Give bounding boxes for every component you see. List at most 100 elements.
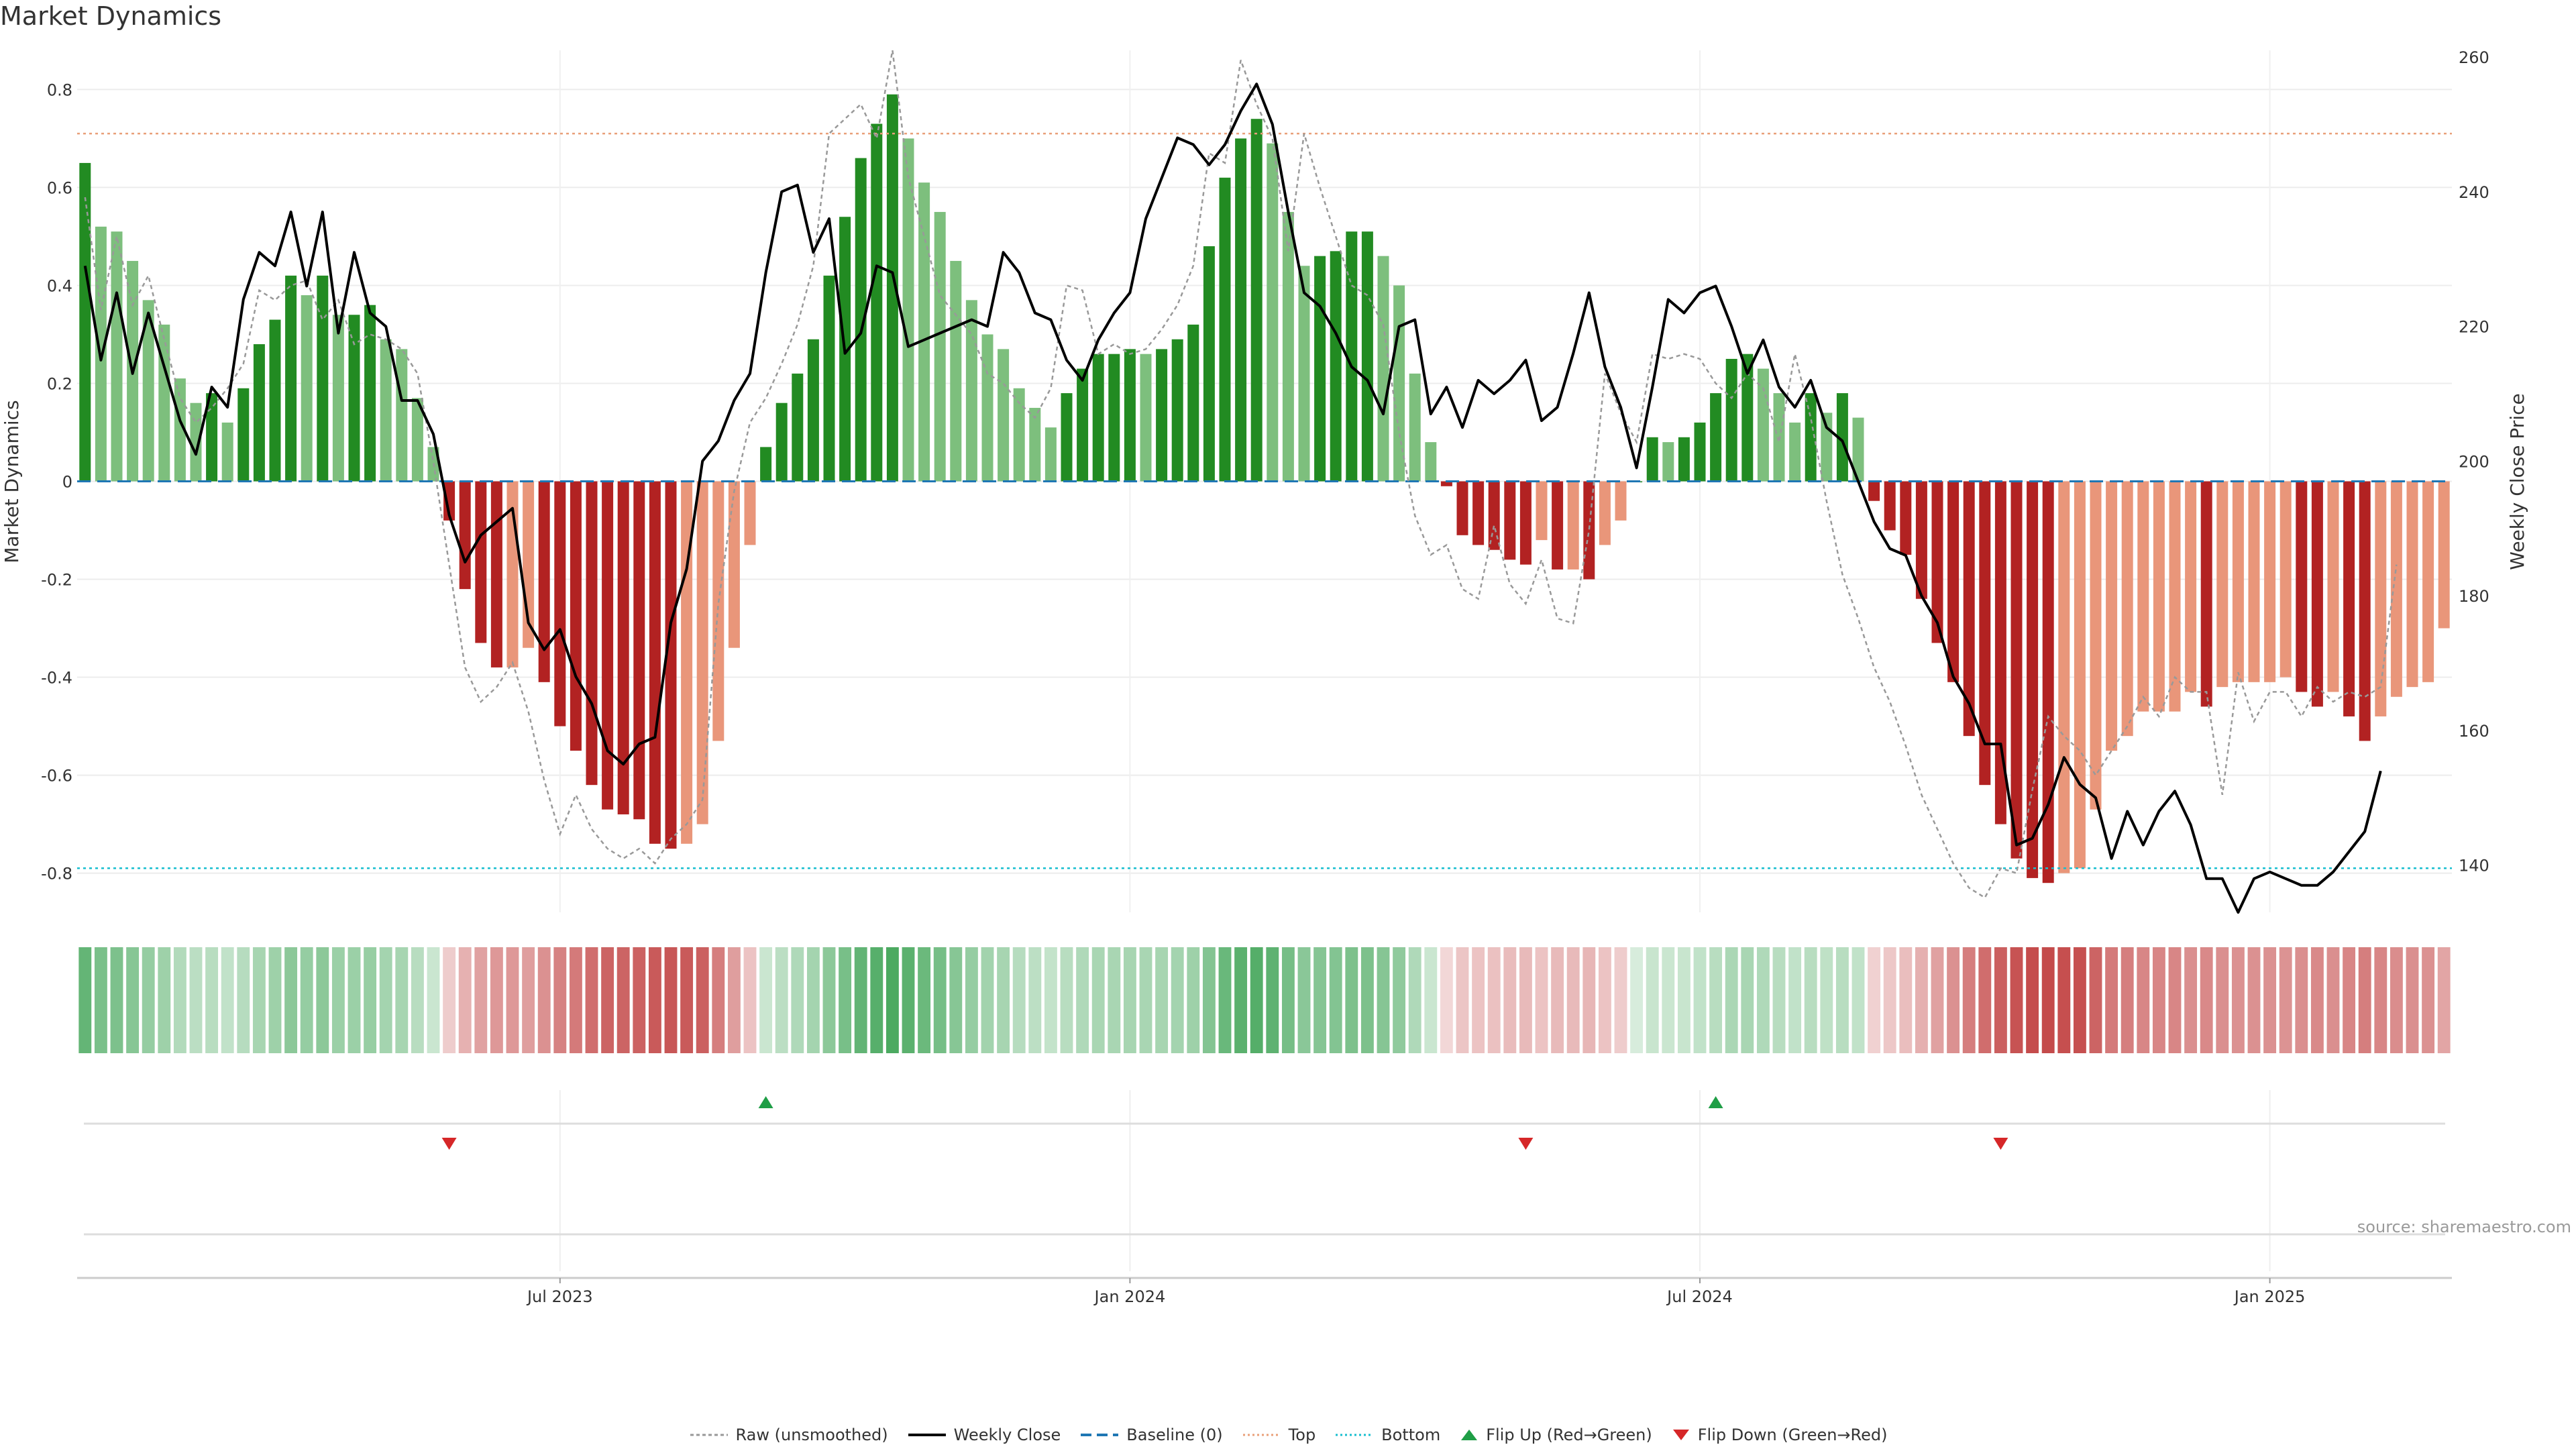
- market-dynamics-bar: [2438, 481, 2450, 629]
- strength-cell: [1614, 947, 1627, 1053]
- strength-cell: [1297, 947, 1311, 1053]
- market-dynamics-bar: [807, 339, 819, 482]
- strength-cell: [997, 947, 1010, 1053]
- flip-down-marker: [441, 1138, 457, 1150]
- market-dynamics-bar: [602, 481, 614, 810]
- market-dynamics-bar: [1013, 388, 1025, 482]
- axes-layer: -0.8 -0.6 -0.4 -0.2 0 0.2 0.4 0.6 0.8 140 160 180 20…: [1, 48, 2528, 883]
- strength-cell: [680, 947, 694, 1053]
- y-tick-label: 0: [62, 473, 72, 492]
- chart-title: Market Dynamics: [0, 1, 222, 31]
- market-dynamics-bar: [2027, 481, 2039, 878]
- market-dynamics-bar: [2296, 481, 2308, 692]
- market-dynamics-bar: [1725, 358, 1737, 482]
- strength-cell: [1646, 947, 1659, 1053]
- market-dynamics-bar: [1646, 437, 1658, 482]
- market-dynamics-bar: [1519, 481, 1532, 565]
- strength-cell: [1091, 947, 1105, 1053]
- market-dynamics-bar: [665, 481, 677, 849]
- market-dynamics-bar: [728, 481, 740, 648]
- market-dynamics-bar: [681, 481, 693, 844]
- market-dynamics-bar: [1741, 354, 1754, 482]
- market-dynamics-bar: [2422, 481, 2434, 682]
- strength-cell: [2295, 947, 2308, 1053]
- y-tick-label: 0.8: [47, 80, 72, 99]
- market-dynamics-bar: [760, 447, 772, 482]
- y-tick-label: 0.6: [47, 178, 72, 197]
- market-dynamics-bar: [554, 481, 566, 727]
- market-dynamics-bar: [396, 349, 408, 482]
- strength-cell: [2105, 947, 2118, 1053]
- lines-layer: [77, 50, 2452, 914]
- strength-cell: [1139, 947, 1152, 1053]
- strength-cell: [2343, 947, 2356, 1053]
- market-dynamics-bar: [1140, 354, 1152, 482]
- market-dynamics-bar: [1044, 427, 1057, 482]
- strength-cell: [2184, 947, 2198, 1053]
- strength-cell: [1076, 947, 1089, 1053]
- strength-cell: [78, 947, 92, 1053]
- market-dynamics-bar: [2359, 481, 2371, 741]
- strength-cell: [1408, 947, 1421, 1053]
- market-dynamics-bar: [886, 94, 898, 482]
- flip-down-marker: [1518, 1138, 1534, 1150]
- market-dynamics-bar: [696, 481, 708, 824]
- market-dynamics-bar: [1836, 393, 1848, 482]
- market-dynamics-bar: [174, 378, 186, 482]
- strength-cell: [443, 947, 456, 1053]
- strength-cell: [1202, 947, 1216, 1053]
- legend-label-top: Top: [1288, 1426, 1316, 1444]
- market-dynamics-bar: [981, 334, 994, 482]
- market-dynamics-bar: [1250, 119, 1263, 482]
- strength-cell: [616, 947, 630, 1053]
- market-dynamics-bar: [617, 481, 629, 814]
- market-dynamics-bar: [1156, 349, 1168, 482]
- market-dynamics-bar: [1979, 481, 1991, 786]
- market-dynamics-bar: [2406, 481, 2418, 688]
- strength-cell: [1171, 947, 1184, 1053]
- market-dynamics-bar: [2279, 481, 2292, 678]
- strength-cell: [2137, 947, 2150, 1053]
- market-dynamics-bar: [2185, 481, 2197, 692]
- market-dynamics-bar: [1931, 481, 1943, 643]
- market-dynamics-bar: [1314, 256, 1326, 482]
- strength-cell: [237, 947, 250, 1053]
- legend: Raw (unsmoothed) Weekly Close Baseline (…: [0, 1426, 2576, 1444]
- strength-cell: [1456, 947, 1469, 1053]
- legend-item-flip-up: Flip Up (Red→Green): [1459, 1426, 1652, 1444]
- strength-cell: [585, 947, 598, 1053]
- market-dynamics-bar: [1868, 481, 1880, 501]
- y2-axis-title: Weekly Close Price: [2506, 393, 2528, 570]
- strength-cell: [2247, 947, 2261, 1053]
- market-dynamics-bar: [364, 305, 376, 482]
- market-dynamics-bar: [2327, 481, 2339, 692]
- strength-cell: [791, 947, 804, 1053]
- strength-cell: [1329, 947, 1342, 1053]
- market-dynamics-bar: [2311, 481, 2323, 707]
- strength-cell: [1393, 947, 1406, 1053]
- market-dynamics-bar: [2248, 481, 2260, 682]
- market-dynamics-bar: [1773, 393, 1785, 482]
- market-dynamics-bar: [1108, 354, 1120, 482]
- market-dynamics-bar: [1567, 481, 1579, 570]
- weekly-close-line: [83, 83, 2382, 914]
- market-dynamics-bar: [1456, 481, 1468, 535]
- strength-cell: [839, 947, 852, 1053]
- market-dynamics-bar: [1789, 422, 1801, 482]
- market-dynamics-bar: [2169, 481, 2181, 712]
- market-dynamics-bar: [1124, 349, 1136, 482]
- strength-cell: [1250, 947, 1263, 1053]
- market-dynamics-bar: [1710, 393, 1722, 482]
- strength-cell: [2390, 947, 2403, 1053]
- strength-cell: [2200, 947, 2213, 1053]
- strength-cell: [268, 947, 282, 1053]
- strength-cell: [2326, 947, 2340, 1053]
- market-dynamics-bar: [1267, 143, 1279, 482]
- market-dynamics-bar: [2074, 481, 2086, 869]
- market-dynamics-bar: [1915, 481, 1927, 599]
- market-dynamics-bar: [1077, 368, 1089, 482]
- flip-down-marker: [1993, 1138, 2008, 1150]
- market-dynamics-bar: [2058, 481, 2070, 873]
- strength-cell: [854, 947, 867, 1053]
